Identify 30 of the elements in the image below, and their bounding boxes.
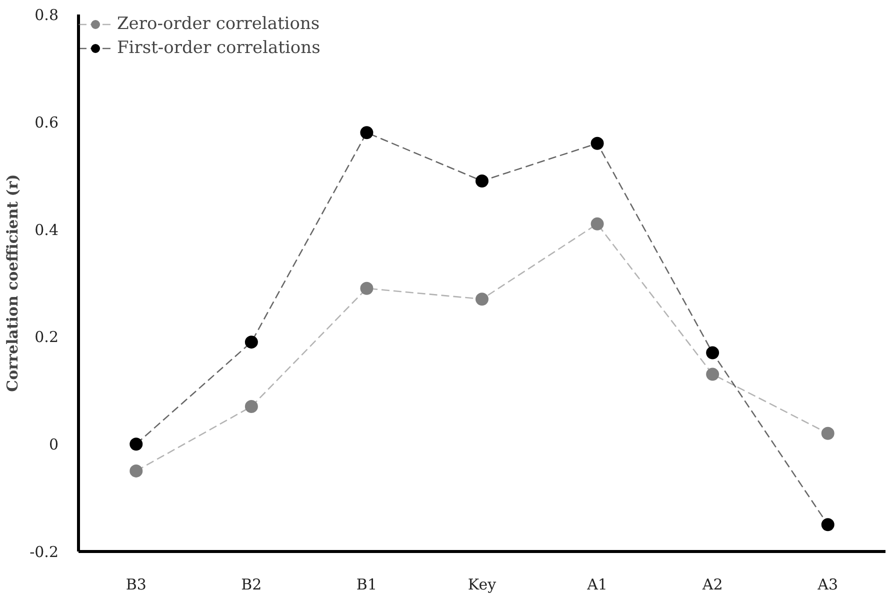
x-tick-label: Key — [468, 576, 497, 594]
point — [476, 174, 488, 188]
point — [130, 438, 143, 451]
point — [821, 518, 834, 532]
point — [590, 136, 604, 150]
y-tick-label: 0.8 — [34, 6, 59, 24]
y-tick-label: 0.6 — [34, 113, 59, 132]
x-tick-label: B1 — [356, 576, 378, 594]
point — [706, 368, 720, 381]
y-axis-title: Correlation coefficient (r) — [4, 174, 22, 392]
point — [360, 126, 374, 140]
y-tick-label: 0.4 — [34, 220, 59, 239]
point — [821, 426, 834, 440]
x-tick-label: A1 — [586, 576, 608, 594]
point — [706, 346, 720, 360]
x-tick-label: B2 — [241, 576, 262, 594]
point — [360, 282, 374, 295]
y-tick-label: 0.2 — [34, 328, 59, 346]
point — [590, 217, 604, 230]
legend-label: First-order correlations — [117, 38, 320, 58]
point — [244, 400, 258, 413]
point — [130, 464, 143, 478]
y-tick-label: 0 — [48, 436, 59, 454]
point — [476, 292, 488, 306]
legend-label: Zero-order correlations — [117, 14, 320, 34]
x-tick-label: B3 — [126, 576, 146, 594]
y-tick-label: -0.2 — [30, 543, 59, 561]
x-tick-label: A3 — [816, 576, 838, 594]
x-tick-label: A2 — [701, 576, 723, 594]
point — [244, 336, 258, 349]
